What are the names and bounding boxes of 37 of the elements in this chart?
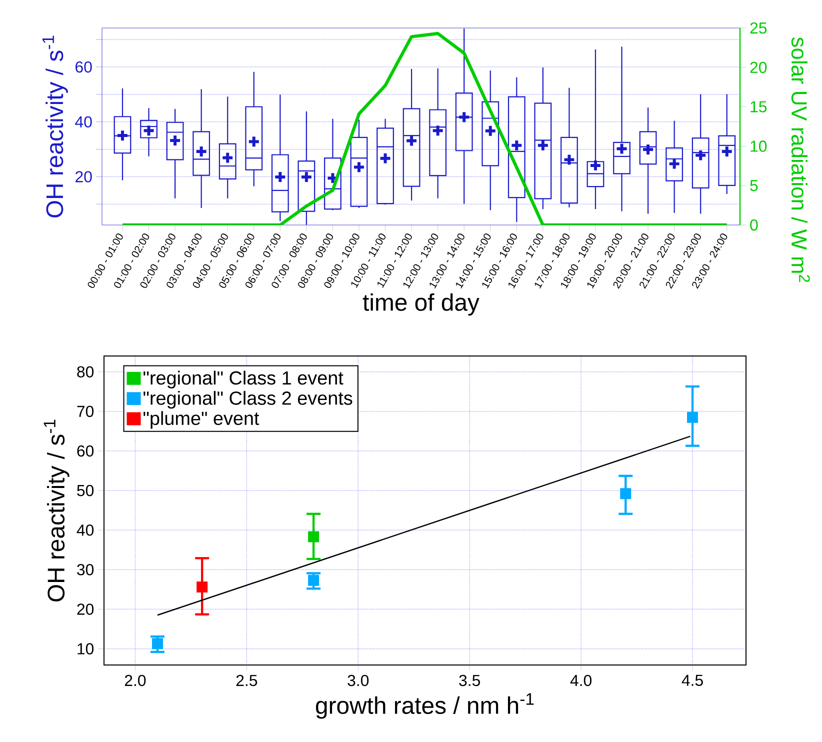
y-tick-label: 40 — [75, 116, 92, 128]
point — [620, 488, 632, 500]
point — [152, 638, 163, 650]
legend-label: "plume" event — [144, 411, 260, 429]
x-tick-label: 4.0 — [570, 674, 592, 686]
y2-tick-label: 5 — [750, 180, 758, 192]
y2-tick-label: 15 — [750, 101, 767, 112]
y-tick-label: 80 — [77, 366, 94, 378]
y-tick-label: 30 — [77, 564, 94, 576]
y-axis-title: OH reactivity / s$^{-1}$ — [42, 36, 68, 218]
x-tick-label: 3.5 — [459, 674, 480, 686]
y2-tick-label: 20 — [750, 62, 767, 74]
x-tick-label: 2.5 — [236, 674, 258, 686]
x-tick-label: 2.0 — [124, 674, 146, 686]
point — [196, 582, 208, 593]
y-axis-title: OH reactivity / s$^{-1}$ — [44, 420, 70, 602]
y-tick-label: 40 — [76, 524, 94, 536]
legend-label: "regional" Class 1 event — [144, 370, 344, 388]
legend-label: "regional" Class 2 events — [144, 390, 352, 409]
x-tick-label: 4.5 — [682, 674, 703, 686]
point — [308, 574, 320, 586]
x-axis-title: growth rates / nm h$^{-1}$ — [316, 693, 534, 719]
y-tick-label: 50 — [77, 484, 94, 496]
x-axis-title: time of day — [362, 293, 480, 316]
x-tick-label: 3.0 — [348, 674, 369, 686]
y2-axis-title: solar UV radiation / W m$^{2}$ — [791, 37, 810, 282]
y2-tick-label: 10 — [750, 140, 767, 152]
y-tick-label: 20 — [76, 171, 92, 182]
y-tick-label: 70 — [77, 406, 94, 418]
y2-tick-label: 0 — [750, 219, 758, 231]
y2-tick-label: 25 — [750, 22, 767, 34]
point — [687, 412, 698, 423]
y-tick-label: 20 — [77, 604, 94, 615]
y-tick-label: 10 — [78, 643, 94, 654]
y-tick-label: 60 — [76, 61, 92, 73]
y-tick-label: 60 — [77, 445, 94, 457]
point — [308, 531, 320, 542]
